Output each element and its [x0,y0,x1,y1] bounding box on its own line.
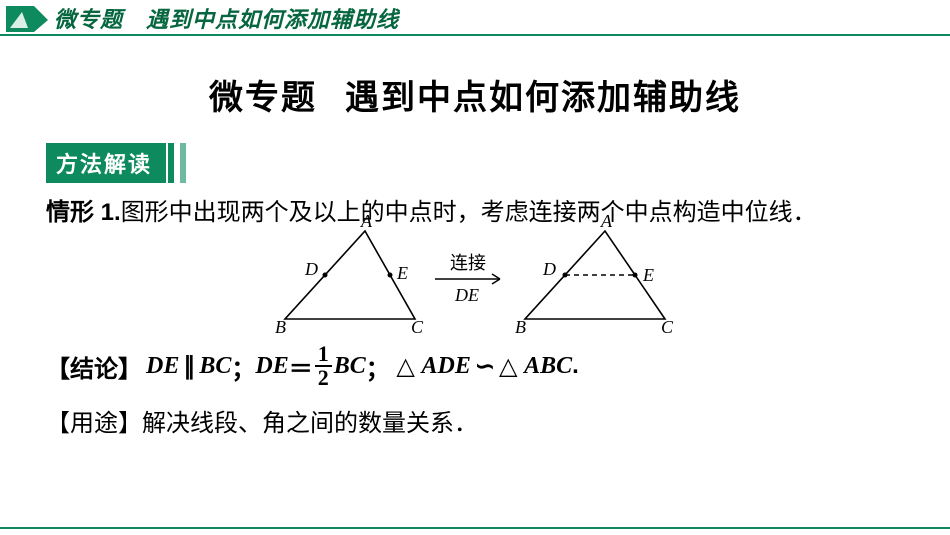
label-B: B [275,317,286,337]
case-prefix: 情形 [46,199,94,226]
header: 微专题 遇到中点如何添加辅助线 [0,0,950,36]
triangle-icon: △ [390,352,422,381]
c-parallel: ∥ [183,352,195,381]
c-eq: ＝ [289,349,313,384]
usage-text: 解决线段、角之间的数量关系． [142,410,478,437]
label-B2: B [515,317,526,337]
header-title: 微专题 遇到中点如何添加辅助线 [54,2,399,34]
footer-rule [0,527,950,529]
label-D2: D [542,259,556,279]
c-ABC: ABC [524,353,572,380]
label-E: E [396,263,408,283]
midpoint-diagram: A B C D E 连接 DE A [265,209,685,339]
frac-num: 1 [315,343,332,367]
label-E2: E [642,265,654,285]
fraction-half: 1 2 [315,343,332,389]
arrow-top: 连接 [450,253,486,273]
c-BC2: BC [334,353,366,380]
section-tab: 方法解读 [46,143,166,183]
label-C2: C [661,317,674,337]
conclusion-label: 【结论】 [46,349,142,384]
c-ADE: ADE [422,353,471,380]
title-left: 微专题 [209,79,317,117]
header-logo [4,2,50,34]
c-end: . [572,352,579,380]
c-sep2: ； [366,349,390,384]
frac-den: 2 [315,367,332,389]
c-sim: ∽ [475,352,495,381]
triangle-icon: △ [499,352,524,381]
content: 微专题遇到中点如何添加辅助线 方法解读 情形 1.图形中出现两个及以上的中点时，… [0,36,950,438]
usage-line: 【用途】解决线段、角之间的数量关系． [46,403,904,438]
c-BC: BC [199,353,231,380]
page-title: 微专题遇到中点如何添加辅助线 [46,70,904,119]
c-DE2: DE [255,353,288,380]
conclusion-line: 【结论】 DE ∥ BC ； DE ＝ 1 2 BC ； △ ADE ∽ △ A… [46,343,904,389]
section-tab-accent [180,143,186,183]
label-A2: A [600,211,613,231]
arrow-bottom: DE [454,285,479,305]
usage-label: 【用途】 [46,410,142,437]
label-A: A [360,211,373,231]
section-tab-accent [168,143,174,183]
c-DE: DE [146,353,179,380]
label-D: D [304,259,318,279]
case-num: 1. [101,199,121,226]
label-C: C [411,317,424,337]
title-right: 遇到中点如何添加辅助线 [345,79,741,117]
c-sep1: ； [231,349,255,384]
